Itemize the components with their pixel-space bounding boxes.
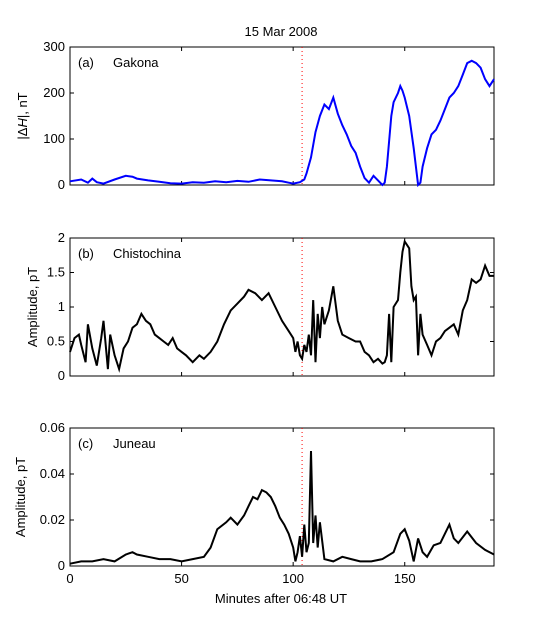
panel-c-frame — [69, 427, 495, 567]
panel-b-frame — [69, 237, 495, 377]
panel-b-yticks: 0 0.5 1 1.5 2 — [47, 230, 494, 383]
ylabel-b: Amplitude, pT — [25, 267, 40, 347]
ylabel-a-delta: Δ — [15, 127, 30, 136]
ytick-label: 0.04 — [40, 466, 65, 481]
station-label-juneau: Juneau — [113, 436, 156, 451]
xtick-label: 50 — [174, 571, 188, 586]
ytick-label: 0.02 — [40, 512, 65, 527]
series-line-chistochina — [69, 238, 494, 373]
ytick-label: 0 — [58, 177, 65, 192]
panel-a: 0 100 200 300 (a) Gakona |ΔH|, nT — [15, 39, 495, 192]
ylabel-a-var: H — [15, 118, 30, 128]
ylabel-a-pre: | — [15, 136, 30, 139]
panel-b: 0 0.5 1 1.5 2 (b) Chistochina Amplitude, pT — [25, 230, 495, 383]
ylabel-a: |ΔH|, nT — [15, 92, 30, 139]
ytick-label: 1 — [58, 299, 65, 314]
xtick-label: 150 — [394, 571, 416, 586]
ytick-label: 0 — [58, 558, 65, 573]
panel-c-yticks: 0 0.02 0.04 0.06 — [40, 420, 494, 573]
ytick-label: 300 — [43, 39, 65, 54]
ytick-label: 0 — [58, 368, 65, 383]
ytick-label: 2 — [58, 230, 65, 245]
ytick-label: 0.5 — [47, 334, 65, 349]
panel-a-yticks: 0 100 200 300 — [43, 39, 494, 192]
x-axis-label: Minutes after 06:48 UT — [215, 591, 347, 606]
panel-c-xticks: 0 50 100 150 — [66, 428, 416, 586]
series-line-juneau — [69, 450, 495, 565]
ytick-label: 1.5 — [47, 265, 65, 280]
ytick-label: 100 — [43, 131, 65, 146]
panel-c: 0 0.02 0.04 0.06 0 50 100 150 (c) Juneau Ampli… — [13, 420, 495, 586]
xtick-label: 100 — [282, 571, 304, 586]
xtick-label: 0 — [66, 571, 73, 586]
ytick-label: 0.06 — [40, 420, 65, 435]
panel-label-b: (b) — [78, 246, 94, 261]
ytick-label: 200 — [43, 85, 65, 100]
station-label-chistochina: Chistochina — [113, 246, 182, 261]
panel-label-c: (c) — [78, 436, 93, 451]
figure-title: 15 Mar 2008 — [245, 24, 318, 39]
ylabel-a-post: |, nT — [15, 92, 30, 118]
ylabel-c: Amplitude, pT — [13, 457, 28, 537]
panel-label-a: (a) — [78, 55, 94, 70]
station-label-gakona: Gakona — [113, 55, 159, 70]
series-line-gakona — [69, 59, 495, 188]
